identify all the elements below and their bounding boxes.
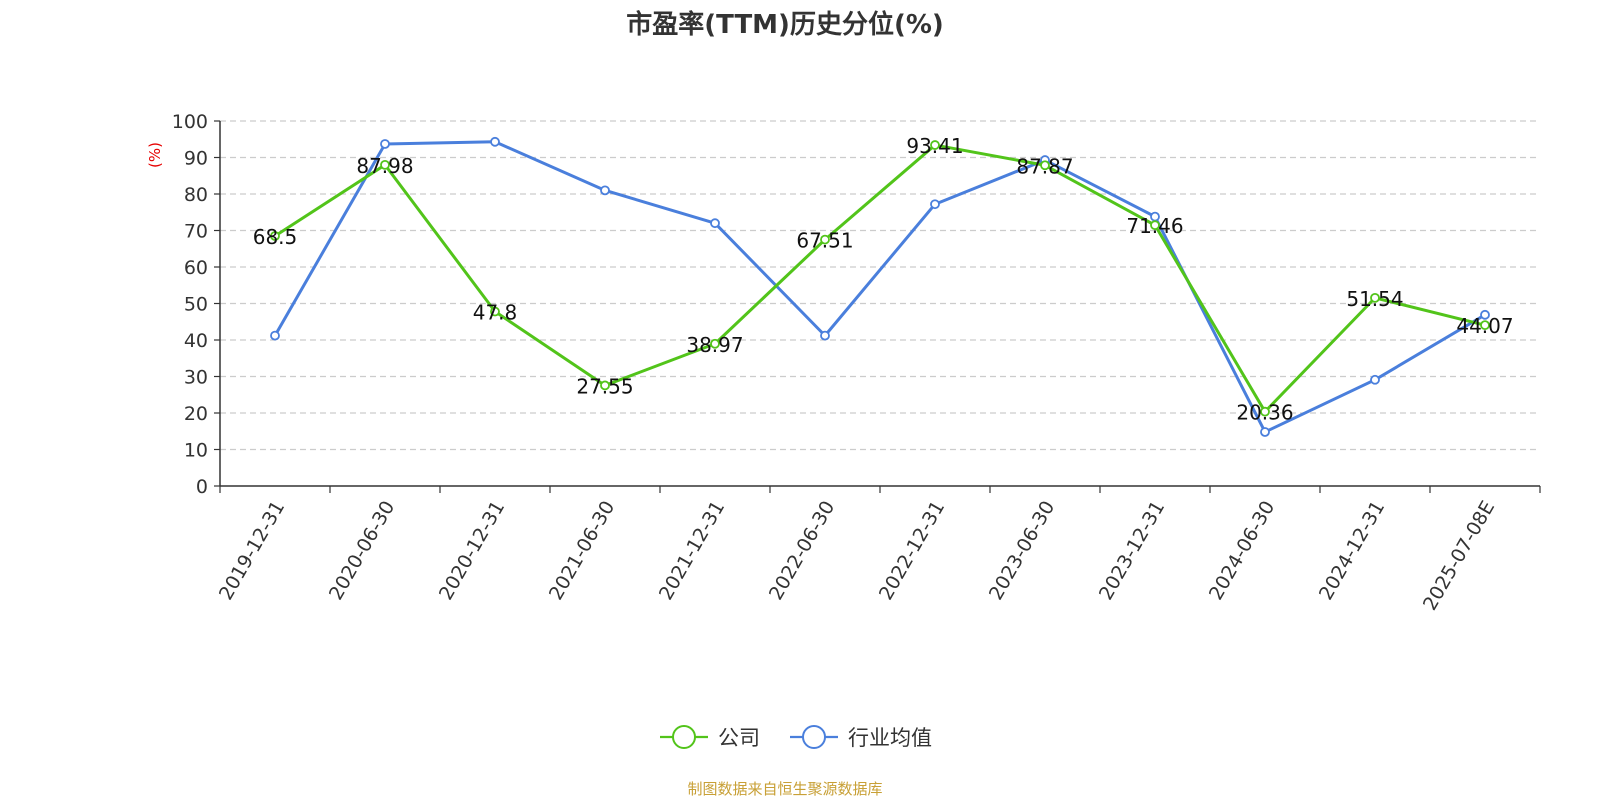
legend-swatch-marker xyxy=(802,725,826,749)
y-tick-label: 30 xyxy=(184,367,208,389)
data-label: 93.41 xyxy=(906,134,963,158)
data-label: 68.5 xyxy=(253,225,298,249)
data-point[interactable] xyxy=(1480,320,1490,331)
data-point[interactable] xyxy=(820,234,830,245)
x-tick-label: 2021-06-30 xyxy=(545,497,619,604)
x-tick-label: 2021-12-31 xyxy=(655,497,729,604)
legend-swatch-marker xyxy=(672,725,696,749)
data-point[interactable] xyxy=(930,199,940,210)
y-tick-label: 100 xyxy=(172,111,208,133)
data-point[interactable] xyxy=(270,231,280,241)
data-label: 67.51 xyxy=(796,229,853,253)
y-tick-label: 90 xyxy=(184,148,208,170)
y-tick-label: 60 xyxy=(184,257,208,279)
data-label: 51.54 xyxy=(1346,287,1403,311)
data-label: 20.36 xyxy=(1236,401,1293,425)
data-point[interactable] xyxy=(930,140,940,150)
data-point[interactable] xyxy=(270,330,280,341)
x-tick-label: 2024-12-31 xyxy=(1315,497,1389,604)
series-layer xyxy=(270,136,1490,437)
data-label: 27.55 xyxy=(576,374,633,398)
legend-label[interactable]: 公司 xyxy=(718,726,760,750)
data-label: 87.98 xyxy=(356,154,413,178)
y-tick-label: 10 xyxy=(184,440,208,462)
data-point[interactable] xyxy=(1260,406,1270,417)
x-tick-label: 2020-12-31 xyxy=(435,497,509,604)
y-tick-label: 70 xyxy=(184,221,208,243)
data-point[interactable] xyxy=(1040,160,1050,171)
data-point[interactable] xyxy=(710,338,720,349)
data-point[interactable] xyxy=(600,380,610,391)
data-point[interactable] xyxy=(1480,309,1490,320)
data-label: 47.8 xyxy=(473,301,518,325)
data-point[interactable] xyxy=(710,218,720,229)
data-point[interactable] xyxy=(380,139,390,149)
data-point[interactable] xyxy=(380,159,390,170)
x-tick-label: 2023-06-30 xyxy=(985,497,1059,604)
legend[interactable]: 公司 行业均值 xyxy=(660,725,932,750)
data-labels: 68.5 87.98 47.8 27.55 38.97 67.51 93.41 87.87 71… xyxy=(253,134,1514,425)
data-label: 87.87 xyxy=(1016,154,1073,178)
data-label: 71.46 xyxy=(1126,214,1183,238)
source-note: 制图数据来自恒生聚源数据库 xyxy=(687,780,882,798)
x-tick-label: 2020-06-30 xyxy=(325,497,399,604)
data-point[interactable] xyxy=(1370,374,1380,385)
y-axis-label: (%) xyxy=(146,142,164,168)
series-line-0 xyxy=(274,143,1486,414)
x-tick-label: 2025-07-08E xyxy=(1419,497,1499,614)
axes: 0 10 20 30 40 50 60 70 80 90 100 2019-12-31 2020-06-… xyxy=(172,111,1541,614)
data-point[interactable] xyxy=(490,306,500,317)
y-tick-label: 80 xyxy=(184,184,208,206)
data-point[interactable] xyxy=(1150,220,1160,231)
data-point[interactable] xyxy=(1260,427,1270,437)
data-point[interactable] xyxy=(600,185,610,196)
legend-label[interactable]: 行业均值 xyxy=(848,726,932,750)
data-label: 38.97 xyxy=(686,333,743,357)
series-line-1 xyxy=(273,140,1486,434)
grid-lines xyxy=(220,120,1540,451)
x-tick-label: 2024-06-30 xyxy=(1205,497,1279,604)
y-tick-label: 20 xyxy=(184,403,208,425)
x-tick-label: 2023-12-31 xyxy=(1095,497,1169,604)
y-tick-label: 50 xyxy=(184,294,208,316)
chart-title: 市盈率(TTM)历史分位(%) xyxy=(626,9,944,40)
y-tick-label: 0 xyxy=(196,476,208,498)
data-point[interactable] xyxy=(1370,292,1380,303)
x-tick-label: 2022-06-30 xyxy=(765,497,839,604)
data-point[interactable] xyxy=(820,330,830,341)
x-tick-label: 2019-12-31 xyxy=(215,497,289,604)
data-point[interactable] xyxy=(490,136,500,147)
x-tick-label: 2022-12-31 xyxy=(875,497,949,604)
data-label: 44.07 xyxy=(1456,314,1513,338)
y-tick-label: 40 xyxy=(184,330,208,352)
